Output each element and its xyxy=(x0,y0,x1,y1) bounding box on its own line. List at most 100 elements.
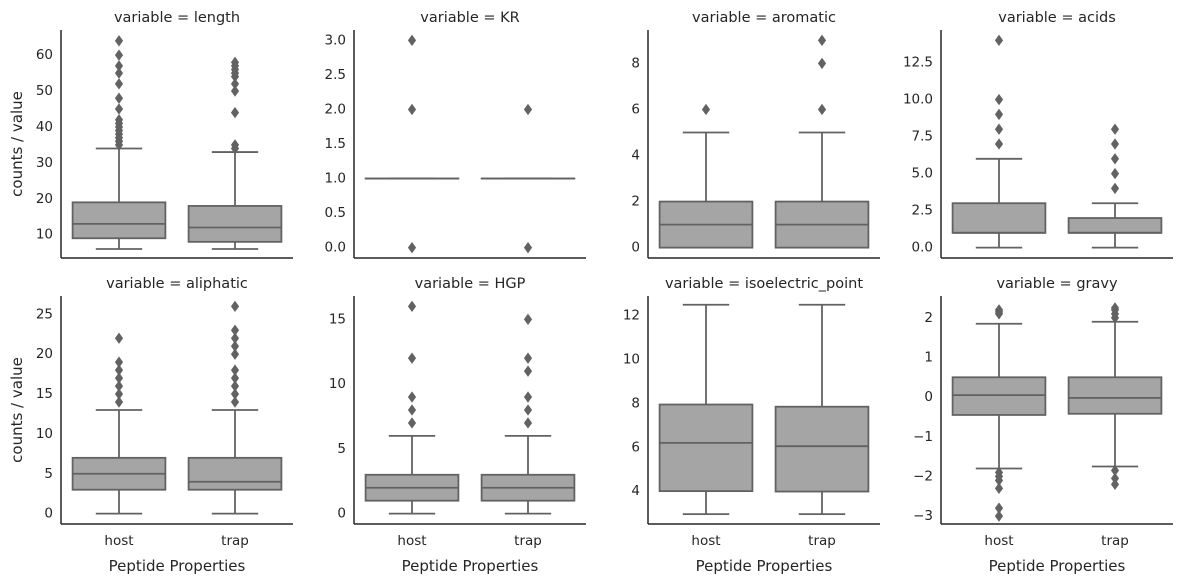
x-axis-label: Peptide Properties xyxy=(109,557,246,575)
y-tick-label: 0 xyxy=(337,506,346,522)
outlier-point xyxy=(407,241,417,254)
box-trap xyxy=(1067,302,1163,491)
y-tick-label: 0 xyxy=(924,389,933,405)
y-tick-label: 2.5 xyxy=(912,203,933,219)
y-tick-label: 4 xyxy=(631,483,640,499)
y-tick-label: 60 xyxy=(36,47,53,63)
y-tick-label: 10 xyxy=(36,426,53,442)
y-tick-label: 0.5 xyxy=(325,205,346,221)
outlier-point xyxy=(1110,167,1120,180)
y-tick-label: −2 xyxy=(913,468,933,484)
y-tick-label: 1.0 xyxy=(325,171,346,187)
x-tick-label: host xyxy=(397,533,426,549)
box-host xyxy=(364,300,460,515)
panel-title: variable = HGP xyxy=(415,276,526,292)
y-tick-label: −1 xyxy=(913,429,933,445)
outlier-point xyxy=(230,106,240,119)
outlier-point xyxy=(407,34,417,47)
box-host xyxy=(951,304,1047,522)
y-tick-label: 10 xyxy=(329,376,346,392)
outlier-point xyxy=(230,340,240,352)
box-trap xyxy=(1067,123,1163,249)
y-tick-label: 30 xyxy=(36,155,53,171)
outlier-point xyxy=(230,78,240,90)
outlier-point xyxy=(994,123,1004,135)
y-tick-label: 15 xyxy=(36,386,53,402)
box-host xyxy=(364,34,460,254)
outlier-point xyxy=(230,380,240,392)
facet-panel-5: variable = aliphatic 0 5 10 15 20 25 host trap Pe… xyxy=(8,276,293,575)
y-tick-label: 6 xyxy=(631,101,640,117)
facet-panel-7: variable = isoelectric_point 4 6 8 10 12 host t… xyxy=(623,276,880,575)
panel-title: variable = acids xyxy=(998,10,1116,26)
y-tick-label: 2.0 xyxy=(325,101,346,117)
box-trap xyxy=(187,56,283,250)
outlier-point xyxy=(994,93,1004,106)
facet-panel-4: variable = acids 0.0 2.5 5.0 7.5 10.0 12.5 xyxy=(903,10,1173,259)
y-tick-label: 20 xyxy=(36,346,53,362)
outlier-point xyxy=(407,391,417,403)
outlier-point xyxy=(523,365,533,377)
outlier-point xyxy=(114,60,124,72)
box-host xyxy=(71,35,167,250)
y-tick-label: 6 xyxy=(631,439,640,455)
y-tick-label: 3.0 xyxy=(325,32,346,48)
outlier-point xyxy=(230,332,240,344)
outlier-point xyxy=(994,34,1004,47)
facet-panel-3: variable = aromatic 0 2 4 6 8 xyxy=(631,10,880,259)
facet-panel-2: variable = KR 0.0 0.5 1.0 1.5 2.0 2.5 3.0 xyxy=(325,10,586,259)
box-trap xyxy=(480,313,576,515)
panel-title: variable = gravy xyxy=(996,276,1117,292)
outlier-point xyxy=(230,396,240,408)
x-axis-label: Peptide Properties xyxy=(989,557,1126,575)
y-tick-label: 40 xyxy=(36,119,53,135)
facet-panel-6: variable = HGP 0 5 10 15 host trap Peptide Prop… xyxy=(329,276,586,575)
y-tick-label: 1 xyxy=(924,349,933,365)
y-tick-label: 5.0 xyxy=(912,166,933,182)
outlier-point xyxy=(523,313,533,326)
outlier-point xyxy=(407,300,417,313)
outlier-point xyxy=(1110,123,1120,135)
x-tick-label: trap xyxy=(808,533,836,549)
outlier-point xyxy=(994,482,1004,494)
x-tick-label: host xyxy=(691,533,720,549)
outlier-point xyxy=(114,356,124,368)
outlier-point xyxy=(407,352,417,364)
x-axis-label: Peptide Properties xyxy=(696,557,833,575)
y-tick-label: 5 xyxy=(337,441,346,457)
y-axis-label: counts / value xyxy=(8,357,26,463)
outlier-point xyxy=(1110,182,1120,195)
outlier-point xyxy=(230,364,240,376)
box-iqr xyxy=(1067,376,1163,415)
y-tick-label: 2 xyxy=(924,310,933,326)
box-host xyxy=(658,103,754,249)
outlier-point xyxy=(523,417,533,429)
y-tick-label: 1.5 xyxy=(325,136,346,152)
panel-title: variable = length xyxy=(114,10,240,26)
outlier-point xyxy=(994,108,1004,121)
box-iqr xyxy=(187,205,283,243)
y-tick-label: 2 xyxy=(631,194,640,210)
outlier-point xyxy=(1110,138,1120,150)
outlier-point xyxy=(114,388,124,400)
outlier-point xyxy=(407,103,417,116)
box-trap xyxy=(187,300,283,515)
box-iqr xyxy=(71,201,167,240)
box-host xyxy=(658,303,754,516)
outlier-point xyxy=(523,352,533,364)
facet-panel-8: variable = gravy −3 −2 −1 0 1 2 host trap Peptide… xyxy=(913,276,1173,575)
box-host xyxy=(951,34,1047,249)
box-iqr xyxy=(658,403,754,493)
panel-title: variable = aliphatic xyxy=(106,276,248,292)
outlier-point xyxy=(407,404,417,416)
outlier-point xyxy=(407,417,417,429)
y-tick-label: 4 xyxy=(631,148,640,164)
y-tick-label: 10.0 xyxy=(903,92,933,108)
y-tick-label: 10 xyxy=(36,227,53,243)
outlier-point xyxy=(994,304,1004,316)
y-tick-label: 0.0 xyxy=(912,240,933,256)
box-iqr xyxy=(1067,217,1163,234)
outlier-point xyxy=(1110,302,1120,314)
panel-title: variable = aromatic xyxy=(692,10,836,26)
